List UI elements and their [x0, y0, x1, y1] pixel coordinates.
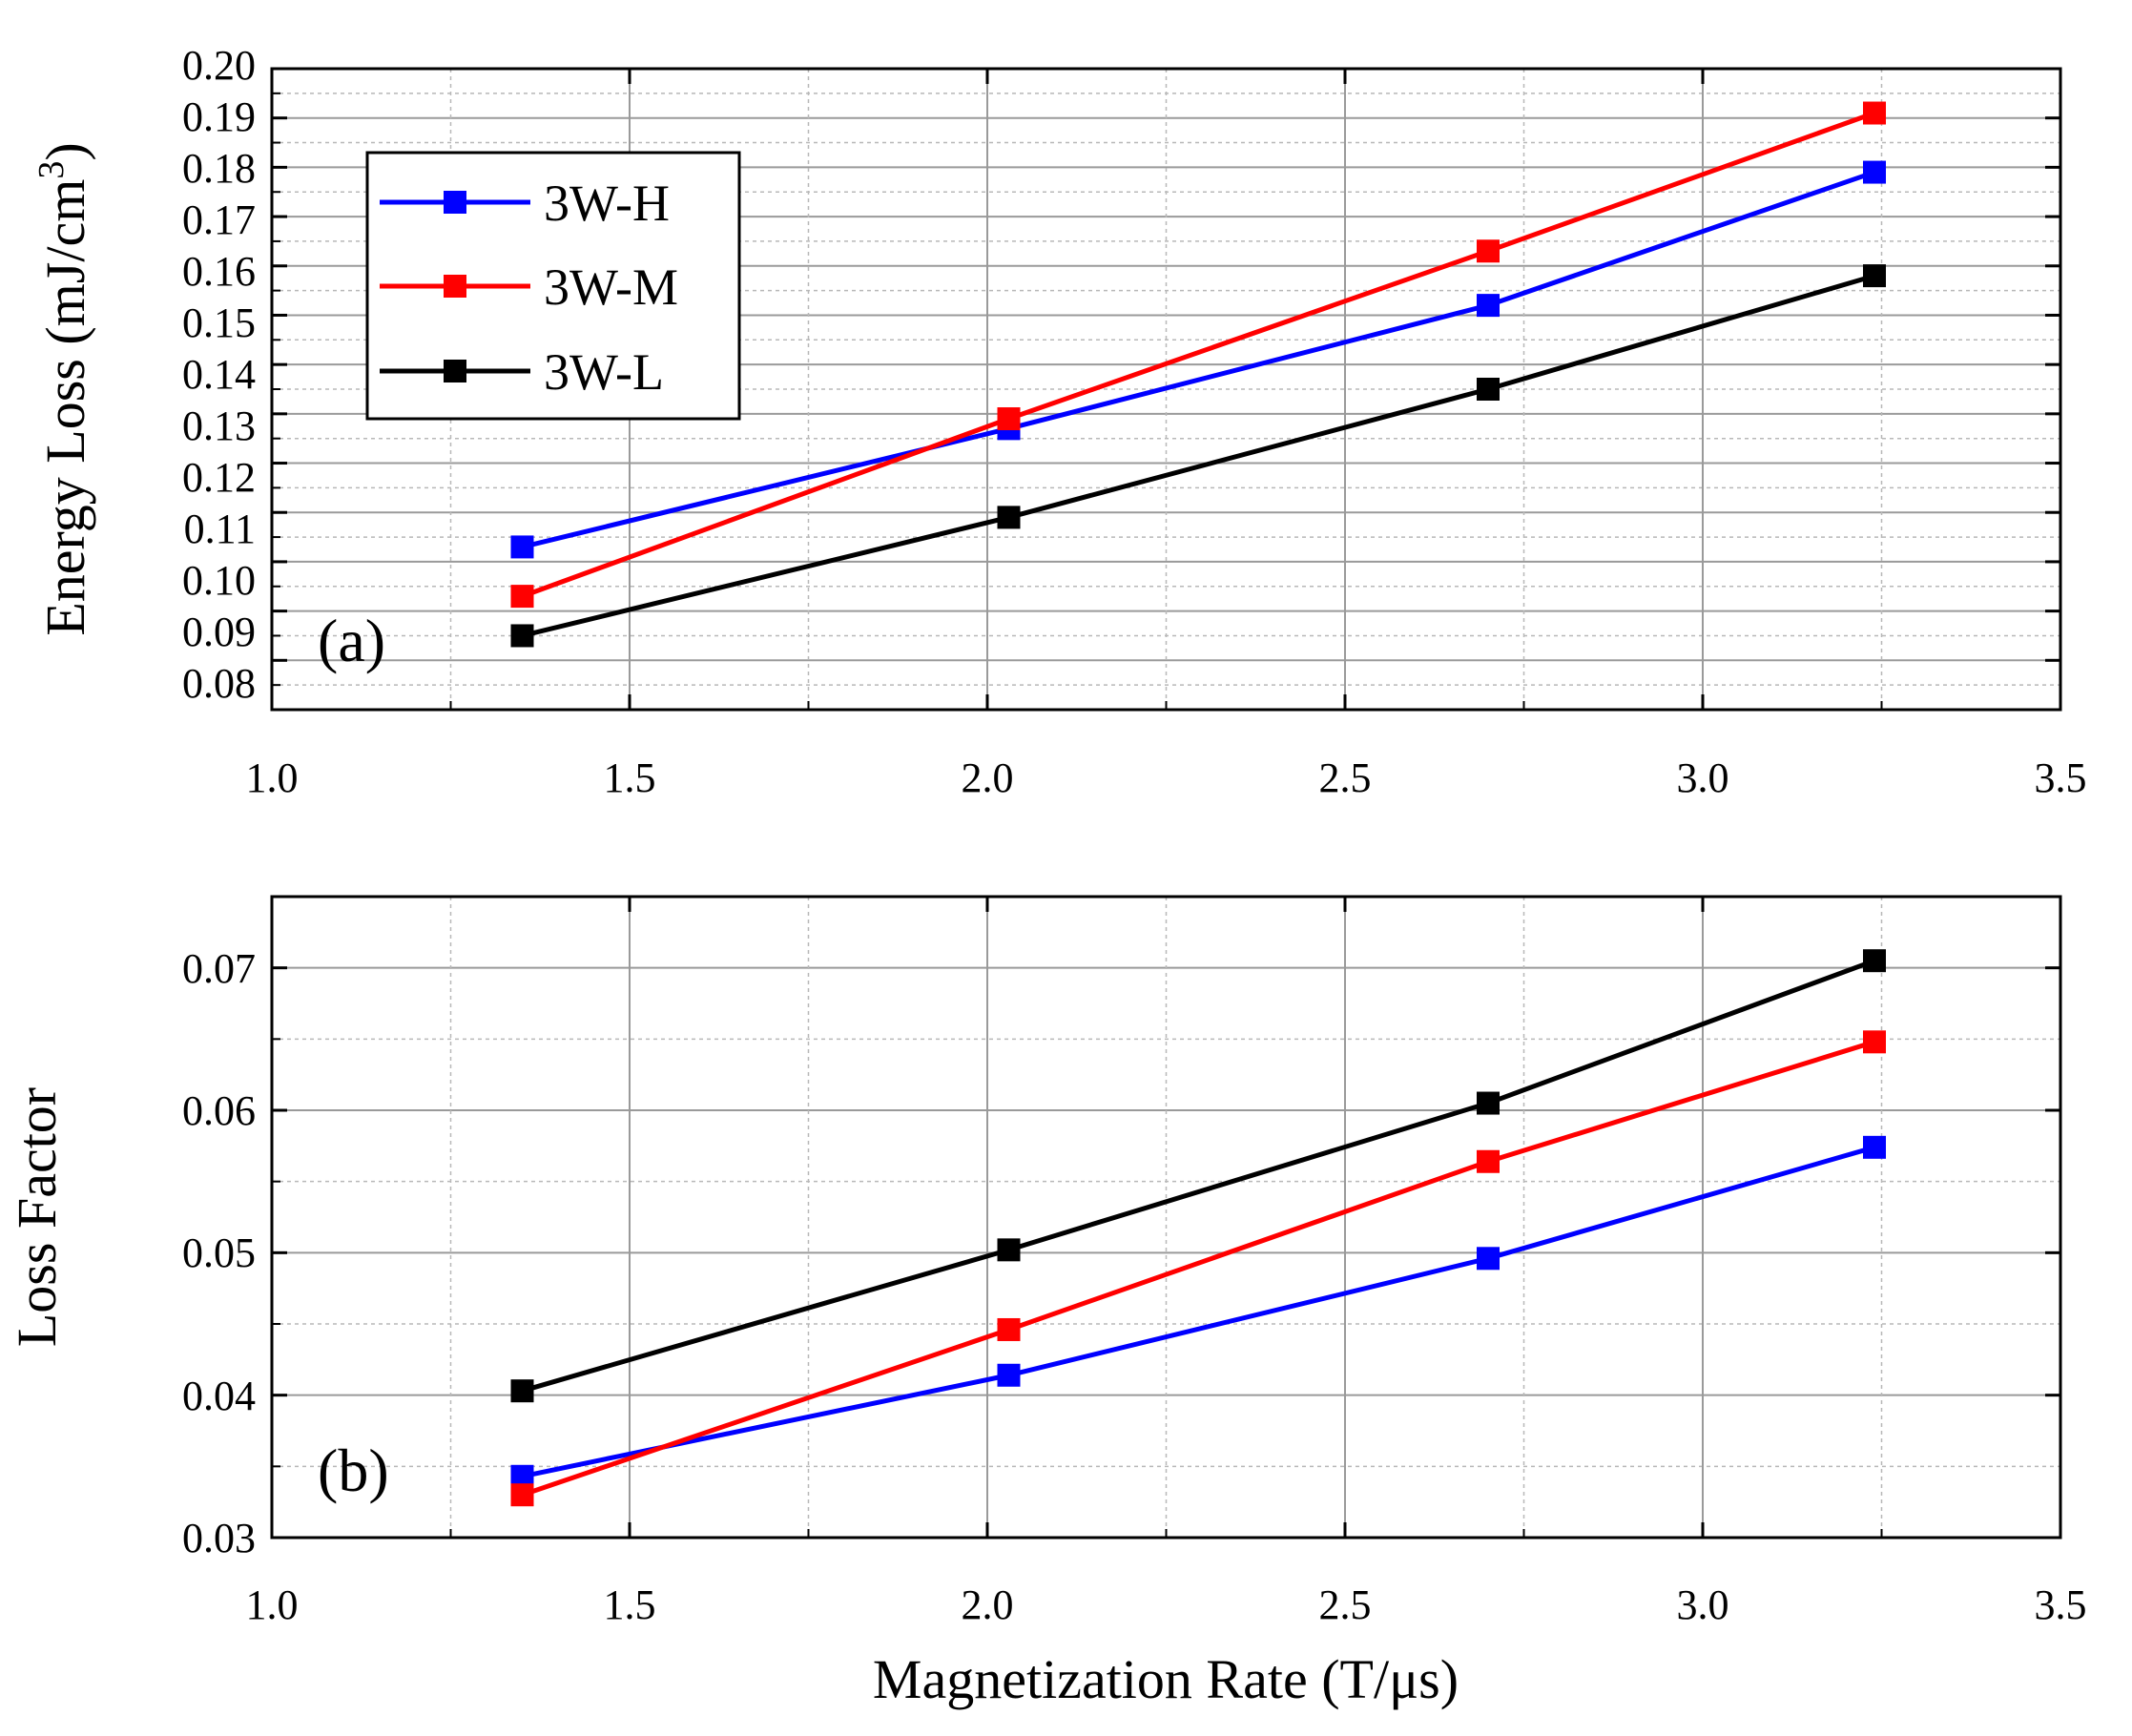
legend-entry-3w-m: 3W-M — [380, 258, 678, 316]
panel-a-point-3w-m — [1477, 239, 1500, 263]
panel-a-series-line-3w-l — [521, 273, 1875, 638]
panel-a-ytick-label: 0.16 — [182, 248, 256, 295]
panel-a-ytick-label: 0.08 — [182, 660, 256, 707]
panel-b-xlabel: Magnetization Rate (T/μs) — [873, 1648, 1459, 1710]
panel-a-ytick-label: 0.18 — [182, 145, 256, 192]
panel-b-xtick-label: 1.0 — [246, 1581, 299, 1628]
panel-b-point-3w-m — [1477, 1149, 1500, 1173]
panel-b-series-line-3w-l — [521, 958, 1875, 1394]
panel-a-ytick-label: 0.20 — [182, 42, 256, 89]
panel-b-ytick-label: 0.07 — [182, 945, 256, 992]
legend-entry-3w-h: 3W-H — [380, 175, 670, 232]
panel-a-point-3w-m — [510, 585, 534, 609]
panel-a-ytick-label: 0.11 — [184, 506, 256, 552]
panel-a-ylabel-main: Energy Loss (mJ/cm — [34, 179, 96, 636]
panel-b-label: (b) — [318, 1436, 389, 1504]
panel-a-frame — [270, 67, 2062, 712]
panel-b-ytick-label: 0.04 — [182, 1373, 256, 1419]
panel-a-xtick-label: 2.0 — [962, 754, 1014, 801]
panel-a-point-3w-h — [510, 535, 534, 559]
panel-a-ytick-label: 0.15 — [182, 300, 256, 346]
panel-a-ylabel-close: ) — [34, 142, 96, 160]
panel-a-ytick-label: 0.17 — [182, 196, 256, 243]
legend-marker-3w-m — [444, 275, 466, 298]
panel-a-ytick-label: 0.14 — [182, 351, 256, 398]
panel-a-xtick-label: 2.5 — [1319, 754, 1372, 801]
panel-b-point-3w-m — [1863, 1030, 1886, 1054]
panel-a-label: (a) — [318, 607, 385, 674]
panel-a-ytick-label: 0.19 — [182, 93, 256, 140]
panel-b-point-3w-l — [1477, 1091, 1500, 1115]
panel-b-ytick-label: 0.03 — [182, 1515, 256, 1561]
panel-a-point-3w-l — [997, 506, 1021, 529]
panel-a-ticks — [270, 67, 2062, 710]
panel-b-series-line-3w-m — [521, 1039, 1875, 1498]
panel-a-point-3w-l — [1477, 378, 1500, 401]
panel-b-xtick-label: 3.0 — [1677, 1581, 1729, 1628]
panel-a-xtick-label: 1.5 — [604, 754, 656, 801]
panel-b-series-line-3w-h — [521, 1145, 1875, 1479]
panel-b-xtick-label: 3.5 — [2035, 1581, 2087, 1628]
panel-b-ytick-label: 0.06 — [182, 1087, 256, 1134]
panel-a-point-3w-m — [997, 407, 1021, 431]
legend-label-3w-h: 3W-H — [544, 175, 670, 232]
panel-a-ytick-label: 0.10 — [182, 557, 256, 604]
panel-b-point-3w-h — [997, 1363, 1021, 1387]
panel-a-point-3w-m — [1863, 101, 1886, 125]
panel-b-point-3w-l — [510, 1379, 534, 1403]
panel-b-point-3w-m — [510, 1483, 534, 1507]
panel-a-series-line-3w-h — [521, 170, 1875, 549]
legend-marker-3w-l — [444, 360, 466, 382]
legend-marker-3w-h — [444, 191, 466, 214]
panel-b-point-3w-h — [1477, 1247, 1500, 1271]
panel-a-ytick-label: 0.13 — [182, 403, 256, 449]
panel-a-point-3w-h — [1477, 294, 1500, 318]
panel-b-ylabel: Loss Factor — [6, 1087, 68, 1347]
panel-a-point-3w-h — [1863, 160, 1886, 184]
legend-label-3w-l: 3W-L — [544, 343, 664, 401]
panel-a-ytick-label: 0.09 — [182, 609, 256, 655]
panel-a: 1.0 1.5 2.0 2.5 3.0 3.5 0.08 0.09 0.10 0… — [31, 42, 2087, 801]
legend: 3W-H 3W-M 3W-L — [365, 151, 741, 421]
panel-a-ylabel: Energy Loss (mJ/cm3) — [31, 142, 96, 635]
panel-b-xtick-label: 2.5 — [1319, 1581, 1372, 1628]
panel-a-series-line-3w-m — [521, 111, 1875, 599]
panel-a-series — [510, 101, 1886, 648]
panel-b: 1.0 1.5 2.0 2.5 3.0 3.5 0.03 0.04 0.05 0… — [6, 895, 2087, 1710]
panel-a-ytick-label: 0.12 — [182, 454, 256, 501]
panel-b-point-3w-m — [997, 1317, 1021, 1341]
panel-b-xtick-label: 1.5 — [604, 1581, 656, 1628]
panel-b-frame — [270, 895, 2062, 1540]
panel-b-ytick-label: 0.05 — [182, 1230, 256, 1276]
panel-b-xtick-label: 2.0 — [962, 1581, 1014, 1628]
panel-a-xtick-label: 3.5 — [2035, 754, 2087, 801]
panel-a-point-3w-l — [510, 624, 534, 648]
panel-a-xtick-label: 3.0 — [1677, 754, 1729, 801]
panel-a-xtick-label: 1.0 — [246, 754, 299, 801]
panel-b-point-3w-l — [1863, 949, 1886, 973]
panel-b-point-3w-h — [1863, 1135, 1886, 1159]
panel-b-series — [510, 949, 1886, 1507]
panel-a-point-3w-l — [1863, 264, 1886, 288]
legend-entry-3w-l: 3W-L — [380, 343, 664, 401]
panel-a-ylabel-superscript: 3 — [31, 161, 72, 179]
panel-b-point-3w-l — [997, 1238, 1021, 1262]
legend-label-3w-m: 3W-M — [544, 258, 678, 316]
